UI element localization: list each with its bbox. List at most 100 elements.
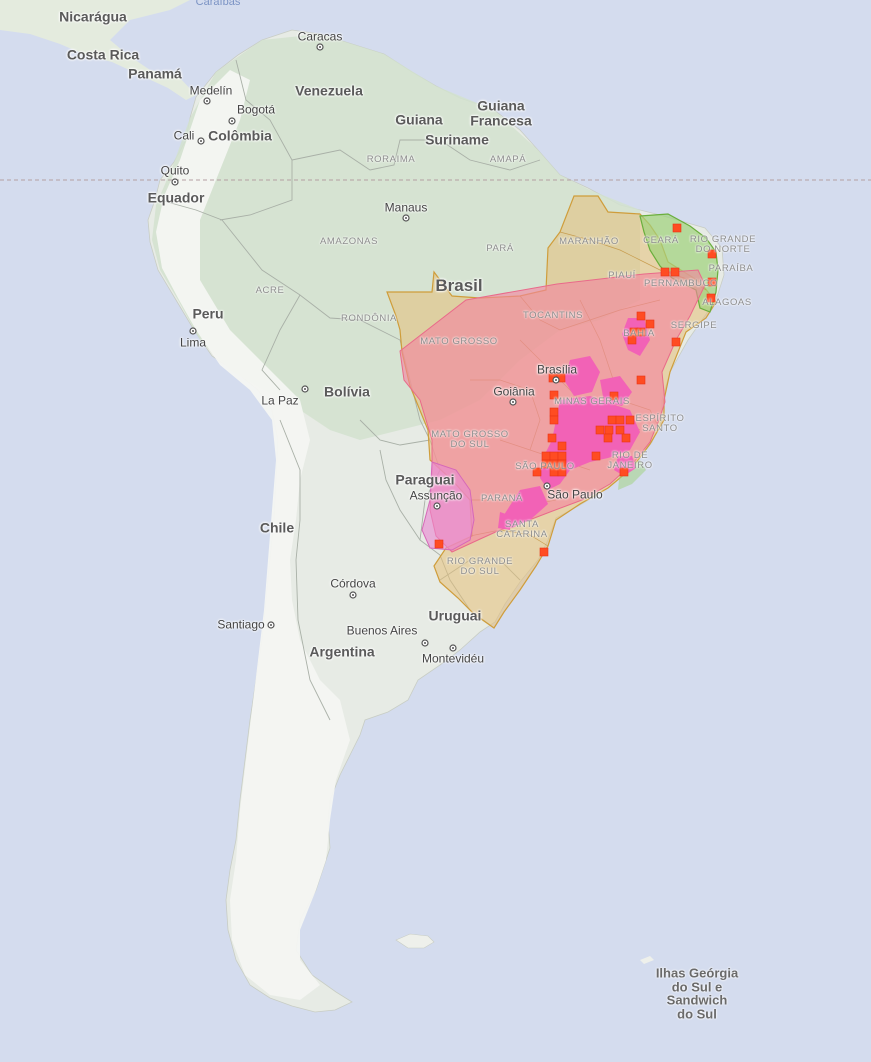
state-label: AMAPÁ [489, 154, 527, 166]
country-label: Venezuela [295, 82, 363, 99]
occurrence-cell[interactable] [539, 547, 549, 557]
occurrence-cell[interactable] [707, 277, 717, 287]
country-label: Guiana [395, 111, 443, 128]
occurrence-cell[interactable] [609, 391, 619, 401]
city-label: Buenos Aires [346, 623, 418, 638]
occurrence-cell[interactable] [670, 267, 680, 277]
city-label: Medelín [189, 83, 233, 98]
state-label: PIAUÍ [608, 270, 636, 282]
country-label: Brasil [435, 276, 483, 296]
city-dot-center [319, 46, 321, 48]
city-dot-center [206, 100, 208, 102]
occurrence-cell[interactable] [557, 441, 567, 451]
occurrence-cells [434, 223, 717, 557]
state-label: CEARÁ [643, 235, 679, 247]
occurrence-cell[interactable] [604, 425, 614, 435]
occurrence-cell[interactable] [707, 249, 717, 259]
occurrence-cell[interactable] [625, 415, 635, 425]
city-label: Goiânia [493, 384, 535, 399]
state-label: RORAIMA [366, 154, 416, 166]
country-label: Uruguai [428, 607, 482, 624]
city-dot-center [200, 140, 202, 142]
state-label: ALAGOAS [702, 297, 752, 309]
city-dot-center [270, 624, 272, 626]
state-label: SERGIPE [670, 320, 718, 332]
occurrence-cell[interactable] [549, 390, 559, 400]
ocean-label: Caraíbas [195, 0, 241, 9]
occurrence-cell[interactable] [547, 433, 557, 443]
occurrence-cell[interactable] [645, 319, 655, 329]
country-label: Guiana Francesa [470, 97, 532, 128]
city-label: Córdova [330, 576, 376, 591]
occurrence-cell[interactable] [603, 433, 613, 443]
city-dot-center [512, 401, 514, 403]
city-label: Bogotá [236, 102, 276, 117]
state-label: PARAÍBA [708, 263, 754, 275]
country-label: Colômbia [208, 127, 272, 144]
andes-terrain [156, 70, 350, 1000]
occurrence-cell[interactable] [549, 407, 559, 417]
occurrence-cell[interactable] [615, 425, 625, 435]
occurrence-cell[interactable] [532, 467, 542, 477]
state-label: RIO DE JANEIRO [607, 450, 653, 471]
occurrence-cell[interactable] [619, 467, 629, 477]
state-label: TOCANTINS [522, 310, 584, 322]
country-label: Bolívia [324, 383, 370, 400]
state-label: RIO GRANDE DO NORTE [689, 234, 757, 255]
state-label: MINAS GERAIS [554, 396, 630, 408]
city-label: Manaus [384, 200, 428, 215]
occurrence-cell[interactable] [557, 451, 567, 461]
city-dot-center [192, 330, 194, 332]
city-dot-center [436, 505, 438, 507]
state-label: PERNAMBUCO [643, 278, 719, 290]
occurrence-cell[interactable] [621, 433, 631, 443]
country-label: Peru [192, 305, 224, 322]
country-label: Argentina [309, 643, 375, 660]
city-dot-center [304, 388, 306, 390]
occurrence-cell[interactable] [595, 425, 605, 435]
occurrence-cell[interactable] [607, 415, 617, 425]
city-label: Santiago [217, 617, 265, 632]
state-label: AMAZONAS [319, 236, 379, 248]
state-label: MATO GROSSO DO SUL [431, 429, 509, 450]
occurrence-cell[interactable] [591, 451, 601, 461]
occurrence-cell[interactable] [627, 335, 637, 345]
island-label: Ilhas Geórgia do Sul e Sandwich do Sul [655, 965, 739, 1022]
state-label: SANTA CATARINA [496, 519, 548, 540]
occurrence-cell[interactable] [434, 539, 444, 549]
country-label: Paraguai [395, 471, 455, 488]
city-dot-center [555, 379, 557, 381]
city-label: Assunção [409, 488, 463, 503]
state-label: RONDÔNIA [341, 313, 397, 325]
occurrence-cell[interactable] [636, 327, 646, 337]
state-label: MARANHÃO [559, 236, 619, 248]
state-label: BAHIA [623, 328, 655, 340]
occurrence-cell[interactable] [541, 451, 551, 461]
occurrence-cell[interactable] [671, 337, 681, 347]
occurrence-cell[interactable] [557, 467, 567, 477]
country-label: Suriname [425, 131, 489, 148]
central-america-land [0, 0, 196, 100]
south-georgia [640, 956, 654, 964]
city-label: São Paulo [547, 487, 603, 502]
occurrence-cell[interactable] [660, 267, 670, 277]
range-polygon-southwest [421, 461, 475, 551]
country-label: Costa Rica [66, 46, 140, 63]
occurrence-cell[interactable] [706, 293, 716, 303]
city-dot-center [424, 642, 426, 644]
country-label: Chile [259, 519, 295, 536]
state-label: ESPÍRITO SANTO [635, 413, 685, 434]
state-label: MATO GROSSO [420, 336, 498, 348]
city-label: Brasília [536, 362, 578, 377]
occurrence-cell[interactable] [615, 415, 625, 425]
occurrence-cell[interactable] [636, 311, 646, 321]
occurrence-cell[interactable] [549, 415, 559, 425]
occurrence-cell[interactable] [672, 223, 682, 233]
occurrence-cell[interactable] [636, 375, 646, 385]
occurrence-cell[interactable] [549, 451, 559, 461]
city-dot-center [174, 181, 176, 183]
city-label: Caracas [297, 29, 343, 44]
city-dot-center [405, 217, 407, 219]
